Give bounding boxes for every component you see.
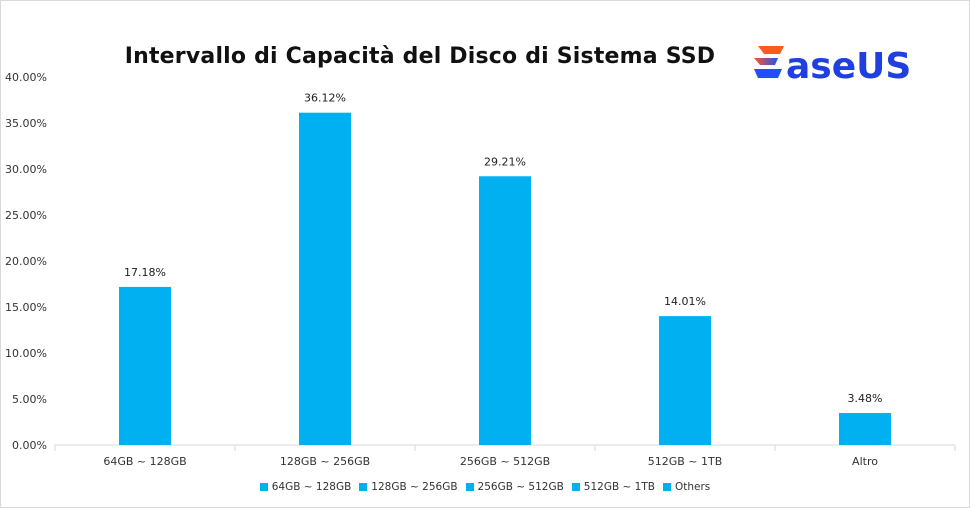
x-tick-label: 64GB ~ 128GB [103,455,186,468]
legend: 64GB ~ 128GB 128GB ~ 256GB 256GB ~ 512GB 51… [0,481,970,493]
legend-item: 128GB ~ 256GB [359,481,458,493]
y-tick-label: 0.00% [12,439,47,452]
y-axis-tick-labels: 0.00% 5.00% 10.00% 15.00% 20.00% 25.00% 30.00%… [5,71,47,452]
data-label: 36.12% [304,92,346,105]
x-axis-separators [54,445,956,451]
data-label: 29.21% [484,155,526,168]
data-label: 14.01% [664,295,706,308]
data-labels: 17.18% 36.12% 29.21% 14.01% 3.48% [124,92,882,405]
legend-swatch [571,483,580,491]
easeus-logo: aseUS [754,46,911,87]
legend-item: 64GB ~ 128GB [259,481,352,493]
x-tick-label: 512GB ~ 1TB [648,455,723,468]
legend-item: Others [662,481,711,493]
y-tick-label: 40.00% [5,71,47,84]
legend-label: 128GB ~ 256GB [371,481,458,493]
bar [839,412,891,445]
legend-label: 512GB ~ 1TB [583,481,655,493]
legend-swatch [662,483,671,491]
y-tick-label: 35.00% [5,117,47,130]
bar [119,286,171,445]
legend-item: 512GB ~ 1TB [571,481,655,493]
bar [659,316,711,445]
legend-swatch [359,483,368,491]
data-label: 17.18% [124,266,166,279]
y-tick-label: 5.00% [12,393,47,406]
y-tick-label: 30.00% [5,163,47,176]
x-tick-label: Altro [852,455,878,468]
y-tick-label: 15.00% [5,301,47,314]
y-tick-label: 20.00% [5,255,47,268]
legend-label: Others [674,481,711,493]
bar [299,112,351,446]
svg-text:aseUS: aseUS [786,46,911,87]
y-tick-label: 10.00% [5,347,47,360]
legend-item: 256GB ~ 512GB [465,481,564,493]
x-tick-label: 128GB ~ 256GB [280,455,370,468]
legend-label: 256GB ~ 512GB [477,481,564,493]
bar [479,176,531,445]
data-label: 3.48% [848,392,883,405]
chart-title: Intervallo di Capacità del Disco di Sist… [124,44,716,69]
y-tick-label: 25.00% [5,209,47,222]
bars [119,112,891,446]
legend-swatch [259,483,268,491]
legend-swatch [465,483,474,491]
x-tick-label: 256GB ~ 512GB [460,455,550,468]
x-axis-category-labels: 64GB ~ 128GB 128GB ~ 256GB 256GB ~ 512GB 51… [103,455,878,468]
legend-label: 64GB ~ 128GB [271,481,352,493]
